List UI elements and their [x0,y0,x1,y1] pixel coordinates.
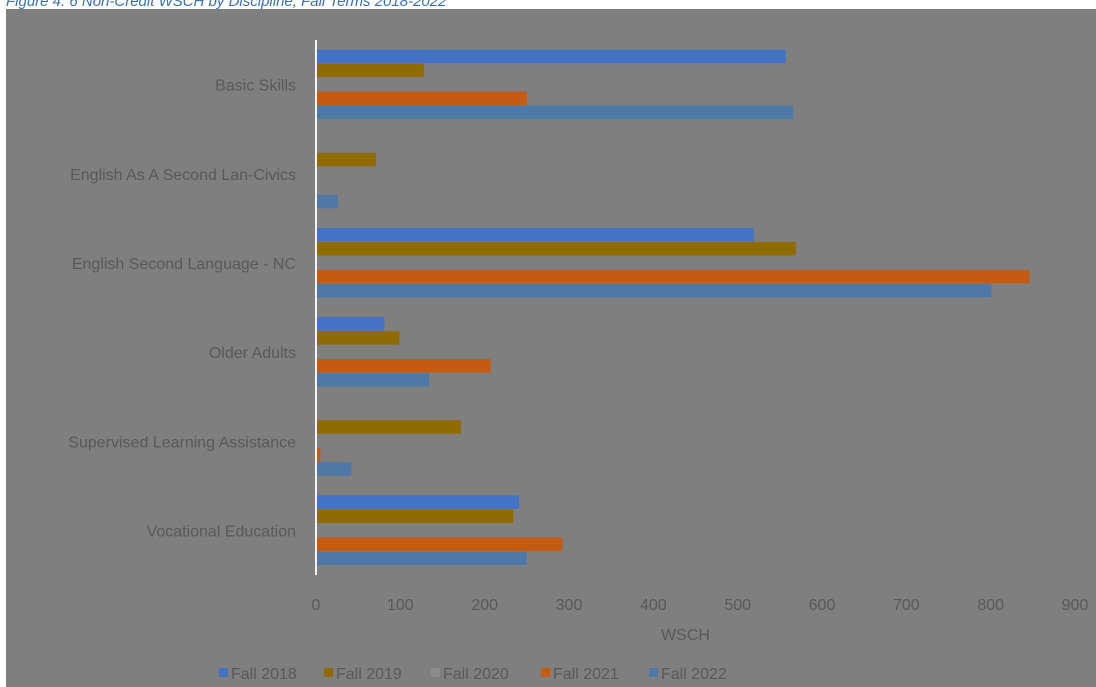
category-label-supervised-learning-assistance: Supervised Learning Assistance [68,434,296,451]
legend-swatch-fall-2021 [541,668,550,677]
bars-group [316,49,1030,565]
bar-older-adults-fall-2021 [316,359,491,373]
category-label-vocational-education: Vocational Education [147,523,296,540]
x-tick-700: 700 [893,597,920,614]
legend: Fall 2018 Fall 2019 Fall 2020 Fall 2021 Fall… [219,666,727,683]
x-axis-ticks: 0 100 200 300 400 500 600 700 800 900 [312,597,1089,614]
bar-basic-skills-fall-2021 [316,91,527,106]
legend-label-fall-2020: Fall 2020 [443,666,509,683]
legend-label-fall-2019: Fall 2019 [336,666,402,683]
bar-english-second-language-nc-fall-2021 [316,269,1030,284]
x-tick-400: 400 [640,597,667,614]
bar-vocational-education-fall-2022 [316,551,527,565]
bar-chart: Basic Skills English As A Second Lan-Civi… [68,40,1089,683]
bar-english-as-a-second-lan-civics-fall-2022 [316,194,338,209]
category-labels: Basic Skills English As A Second Lan-Civi… [68,78,296,541]
legend-swatch-fall-2022 [649,668,658,677]
bar-english-second-language-nc-fall-2019 [316,241,796,256]
x-tick-0: 0 [312,597,321,614]
legend-swatch-fall-2018 [219,668,228,677]
bar-english-as-a-second-lan-civics-fall-2019 [316,152,376,167]
category-label-english-as-a-second-lan-civics: English As A Second Lan-Civics [70,167,296,184]
x-tick-200: 200 [471,597,498,614]
bar-basic-skills-fall-2019 [316,63,424,78]
x-tick-300: 300 [556,597,583,614]
bar-english-second-language-nc-fall-2022 [316,283,992,298]
legend-swatch-fall-2019 [324,668,333,677]
x-axis-title: WSCH [661,627,710,644]
figure-caption: Figure 4. 6 Non-Credit WSCH by Disciplin… [6,0,447,10]
bar-supervised-learning-assistance-fall-2021 [316,448,321,462]
legend-label-fall-2022: Fall 2022 [661,666,727,683]
legend-label-fall-2018: Fall 2018 [231,666,297,683]
category-label-english-second-language-nc: English Second Language - NC [72,256,296,273]
legend-swatch-fall-2020 [431,668,440,677]
x-tick-900: 900 [1062,597,1089,614]
bar-vocational-education-fall-2021 [316,537,563,551]
bar-older-adults-fall-2019 [316,331,400,345]
bar-basic-skills-fall-2022 [316,105,794,120]
x-tick-800: 800 [977,597,1004,614]
bar-older-adults-fall-2022 [316,373,430,387]
bar-older-adults-fall-2018 [316,317,385,331]
bar-basic-skills-fall-2018 [316,49,786,64]
bar-vocational-education-fall-2018 [316,495,520,509]
x-tick-100: 100 [387,597,414,614]
bar-english-second-language-nc-fall-2018 [316,227,754,242]
bar-vocational-education-fall-2019 [316,509,514,523]
category-label-basic-skills: Basic Skills [215,78,296,95]
chart-panel: Basic Skills English As A Second Lan-Civi… [6,9,1096,687]
legend-label-fall-2021: Fall 2021 [553,666,619,683]
bar-supervised-learning-assistance-fall-2022 [316,462,352,476]
category-label-older-adults: Older Adults [209,345,296,362]
bar-supervised-learning-assistance-fall-2019 [316,420,462,434]
x-tick-500: 500 [724,597,751,614]
x-tick-600: 600 [809,597,836,614]
